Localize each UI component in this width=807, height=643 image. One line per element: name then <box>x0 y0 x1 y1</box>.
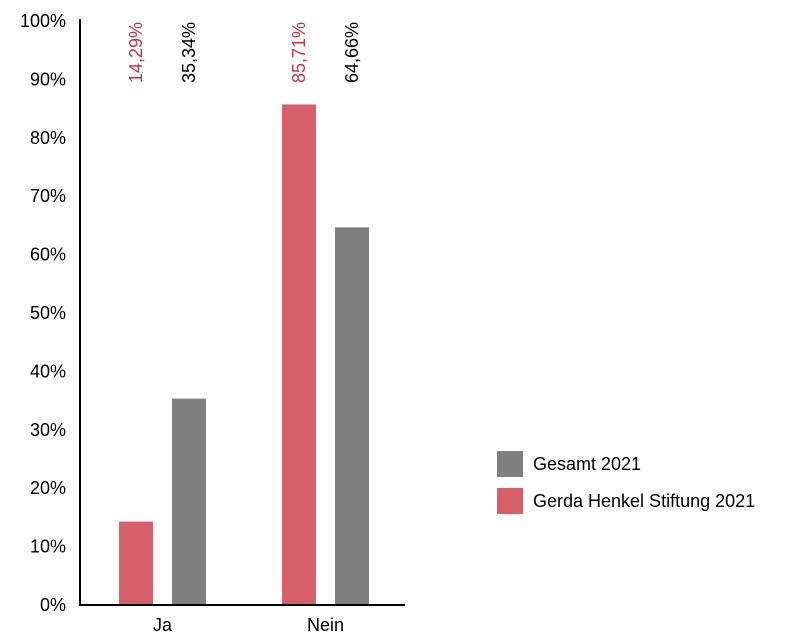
bar-ja-series-2 <box>172 398 206 605</box>
legend-label: Gesamt 2021 <box>533 454 641 474</box>
legend: Gesamt 2021 Gerda Henkel Stiftung 2021 <box>497 451 755 514</box>
y-tick-label: 0% <box>40 595 66 615</box>
y-tick-label: 10% <box>30 537 66 557</box>
y-tick-label: 20% <box>30 478 66 498</box>
data-label: 85,71% <box>289 22 309 83</box>
y-tick-label: 40% <box>30 361 66 381</box>
legend-swatch <box>497 488 523 514</box>
y-tick-label: 30% <box>30 420 66 440</box>
data-label: 64,66% <box>342 22 362 83</box>
data-label: 35,34% <box>179 22 199 83</box>
bar-nein-series-2 <box>335 227 369 605</box>
x-category-label: Nein <box>307 615 344 635</box>
y-tick-label: 60% <box>30 245 66 265</box>
y-tick-label: 100% <box>20 11 66 31</box>
bar-ja-series-1 <box>119 521 153 605</box>
axes <box>79 19 405 606</box>
legend-label: Gerda Henkel Stiftung 2021 <box>533 491 755 511</box>
y-tick-label: 90% <box>30 69 66 89</box>
x-axis-labels: Ja Nein <box>153 615 344 635</box>
x-category-label: Ja <box>153 615 173 635</box>
legend-swatch <box>497 451 523 477</box>
y-tick-label: 80% <box>30 128 66 148</box>
bar-nein-series-1 <box>282 104 316 605</box>
y-tick-label: 70% <box>30 186 66 206</box>
data-labels: 14,29% 35,34% 85,71% 64,66% <box>126 22 362 83</box>
y-axis-ticks: 0% 10% 20% 30% 40% 50% 60% 70% 80% 90% 100% <box>20 11 66 615</box>
data-label: 14,29% <box>126 22 146 83</box>
bars <box>119 104 369 605</box>
y-tick-label: 50% <box>30 303 66 323</box>
